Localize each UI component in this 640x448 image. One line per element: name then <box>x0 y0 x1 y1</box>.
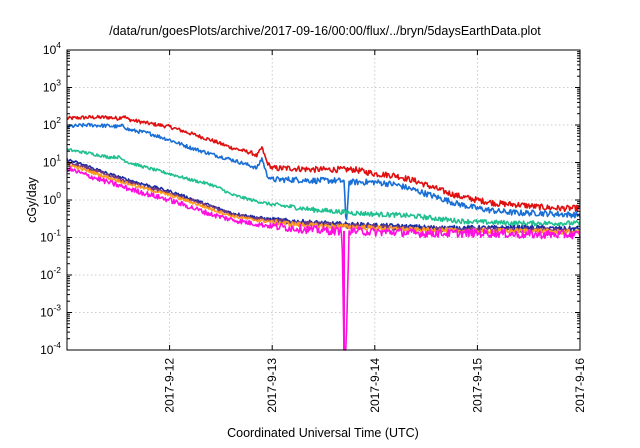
x-tick-label: 2017-9-12 <box>163 358 177 413</box>
y-tick-label: 10-3 <box>40 303 61 320</box>
grid-lines <box>67 50 580 350</box>
series-line-7 <box>66 166 581 351</box>
y-tick-label: 104 <box>43 40 61 57</box>
y-tick-label: 100 <box>43 190 61 207</box>
series-line-3 <box>66 148 581 227</box>
y-tick-labels: 10-4 10-3 10-2 10-1 100 101 102 103 104 <box>40 40 61 357</box>
y-tick-label: 10-2 <box>40 265 61 282</box>
y-tick-label: 10-1 <box>40 228 61 245</box>
y-tick-label: 10-4 <box>40 340 61 357</box>
x-tick-labels: 2017-9-12 2017-9-13 2017-9-14 2017-9-15 2017… <box>163 358 587 413</box>
y-tick-label: 101 <box>43 153 61 170</box>
series-line-2 <box>66 122 581 221</box>
y-tick-label: 103 <box>43 78 61 95</box>
series-line-4 <box>66 158 581 232</box>
axis-ticks <box>67 49 581 351</box>
series-lines <box>66 114 581 351</box>
x-tick-label: 2017-9-16 <box>573 358 587 413</box>
series-line-1 <box>66 114 581 213</box>
x-tick-label: 2017-9-15 <box>470 358 484 413</box>
chart-title: /data/run/goesPlots/archive/2017-09-16/0… <box>109 24 541 38</box>
x-tick-label: 2017-9-14 <box>368 358 382 413</box>
y-tick-label: 102 <box>43 115 61 132</box>
x-axis-label: Coordinated Universal Time (UTC) <box>227 426 419 440</box>
y-axis-label: cGy/day <box>25 176 39 223</box>
x-tick-label: 2017-9-13 <box>265 358 279 413</box>
